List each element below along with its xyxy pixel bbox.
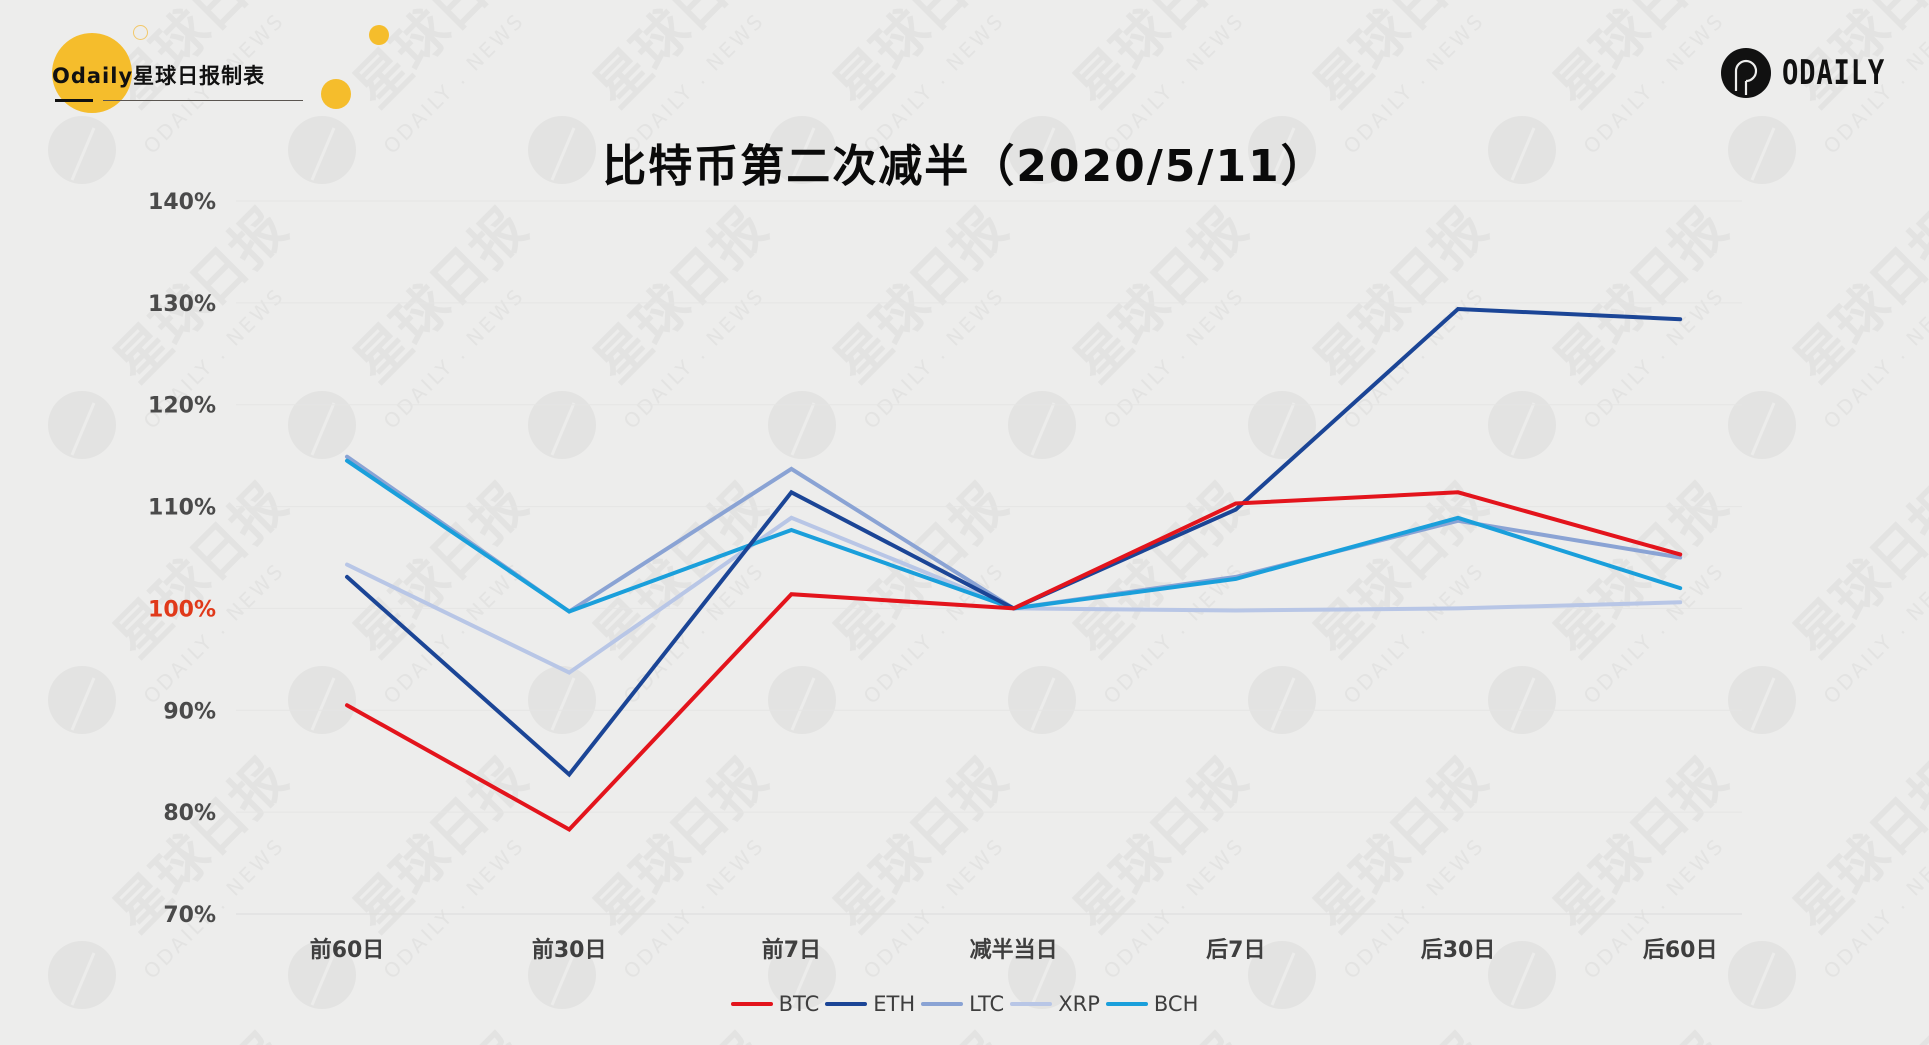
x-tick-label: 后60日	[1643, 938, 1718, 963]
gridlines	[236, 200, 1742, 915]
y-tick-label: 110%	[148, 496, 216, 521]
y-tick-label: 100%	[148, 597, 216, 622]
legend-item-bch: BCH	[1105, 992, 1199, 1016]
x-tick-label: 后7日	[1206, 938, 1265, 963]
legend-label: BTC	[778, 992, 820, 1016]
series-line-btc	[345, 490, 1683, 833]
legend-item-eth: ETH	[825, 992, 915, 1016]
chart-title: 比特币第二次减半（2020/5/11）	[602, 141, 1327, 192]
y-axis: 140% 130% 120% 110% 100% 90% 80% 70%	[148, 190, 216, 928]
y-tick-label: 120%	[148, 394, 216, 419]
brand-underline	[103, 100, 303, 101]
y-tick-label: 70%	[163, 903, 216, 928]
legend-swatch	[1010, 1002, 1053, 1006]
decor-circle-outline	[133, 25, 148, 40]
legend-label: XRP	[1058, 992, 1100, 1016]
x-tick-label: 前60日	[310, 937, 385, 963]
decor-circle-small	[369, 25, 389, 45]
legend-item-ltc: LTC	[921, 992, 1004, 1016]
chart-legend: BTC ETH LTC XRP BCH	[0, 992, 1929, 1016]
x-tick-label: 后30日	[1421, 938, 1496, 963]
legend-item-xrp: XRP	[1010, 992, 1100, 1016]
x-axis: 前60日 前30日 前7日 减半当日 后7日 后30日 后60日	[310, 937, 1718, 963]
legend-swatch	[921, 1002, 964, 1006]
series-line-bch	[345, 458, 1683, 614]
odaily-logo-text: ODAILY	[1782, 53, 1886, 93]
y-tick-label: 90%	[163, 699, 216, 724]
decor-circle-medium	[321, 79, 351, 109]
odaily-logo: ODAILY	[1720, 47, 1911, 99]
y-tick-label: 140%	[148, 190, 216, 215]
legend-swatch	[730, 1002, 773, 1006]
odaily-logo-icon	[1721, 48, 1771, 98]
brand-underline-accent	[55, 99, 93, 102]
series-line-ltc	[345, 454, 1683, 614]
legend-label: LTC	[969, 992, 1005, 1016]
legend-swatch	[1105, 1002, 1148, 1006]
brand-label: Odaily星球日报制表	[52, 64, 266, 88]
legend-label: BCH	[1153, 992, 1199, 1016]
x-tick-label: 减半当日	[970, 937, 1058, 963]
y-tick-label: 80%	[163, 801, 216, 826]
series-line-eth	[345, 306, 1683, 778]
x-tick-label: 前7日	[762, 937, 821, 963]
series-lines	[345, 306, 1683, 833]
y-tick-label: 130%	[148, 292, 216, 317]
x-tick-label: 前30日	[532, 937, 607, 963]
legend-swatch	[825, 1002, 868, 1006]
legend-label: ETH	[873, 992, 916, 1016]
legend-item-btc: BTC	[730, 992, 820, 1016]
